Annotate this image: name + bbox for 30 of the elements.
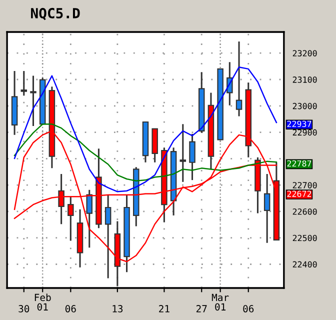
x-tick-label: Feb 01 (34, 294, 51, 311)
x-tick-label: 21 (159, 305, 170, 312)
x-tick-label: 30 (18, 305, 30, 312)
y-tick-label: 22500 (292, 234, 317, 242)
data-label: 22787 (287, 160, 312, 167)
y-tick-label: 23100 (292, 76, 317, 83)
x-tick-label: 27 (196, 305, 207, 312)
candlestick (20, 70, 28, 96)
candlestick (30, 75, 36, 127)
candlestick (264, 173, 270, 244)
data-label: 22672 (287, 190, 312, 197)
x-tick-label: 06 (65, 305, 76, 312)
candlestick (189, 133, 196, 181)
x-tick-label: Mar 01 (212, 294, 229, 311)
line-series (14, 123, 278, 182)
candlestick (180, 123, 186, 183)
y-tick-label: 22400 (292, 261, 317, 268)
y-tick-label: 22900 (292, 129, 317, 136)
y-tick-label: 23200 (292, 50, 317, 56)
candlestick (104, 194, 112, 279)
y-tick-label: 22600 (292, 208, 317, 215)
y-tick-label: 23000 (292, 102, 317, 110)
candlestick (86, 189, 92, 248)
line-series (14, 66, 278, 192)
y-tick-label: 22700 (292, 182, 317, 188)
chart-title: NQC5.D (31, 8, 80, 20)
data-label: 22937 (287, 120, 312, 128)
x-tick-label: 13 (112, 305, 123, 312)
candlestick (236, 40, 242, 117)
x-tick-label: 06 (243, 305, 254, 312)
